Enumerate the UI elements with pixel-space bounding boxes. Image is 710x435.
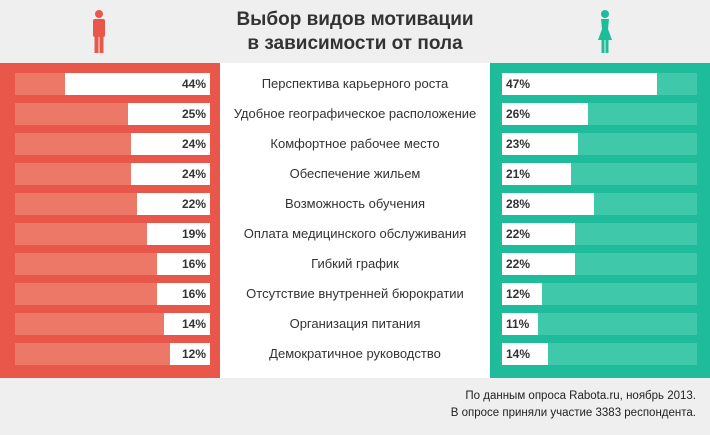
men-bar-track: 22%: [15, 193, 210, 215]
women-bar-track: 12%: [502, 283, 697, 305]
category-label: Удобное географическое расположение: [233, 106, 477, 121]
category-labels: Перспектива карьерного роста Удобное геог…: [220, 63, 490, 378]
women-bar-value-label: 47%: [506, 77, 531, 91]
women-bar: [502, 253, 575, 275]
women-bar-value-label: 12%: [506, 287, 531, 301]
men-bar: [163, 313, 210, 335]
category-label: Возможность обучения: [284, 196, 426, 211]
men-bar-track: 24%: [15, 133, 210, 155]
men-bar-track: 16%: [15, 253, 210, 275]
men-bar: [127, 103, 210, 125]
category-label: Гибкий график: [311, 256, 399, 271]
women-bar-track: 47%: [502, 73, 697, 95]
men-bar: [170, 343, 210, 365]
men-bar: [157, 283, 210, 305]
men-bar-value-label: 19%: [181, 227, 206, 241]
woman-icon: [598, 10, 612, 53]
men-bar-value-label: 24%: [181, 137, 206, 151]
women-bar-value-label: 23%: [506, 137, 531, 151]
men-bar-value-label: 14%: [181, 317, 206, 331]
men-bar: [147, 223, 210, 245]
women-bar: [502, 313, 539, 335]
men-bar-value-label: 16%: [181, 287, 206, 301]
men-bar-value-label: 12%: [181, 347, 206, 361]
men-bar: [137, 193, 210, 215]
women-bar: [502, 73, 658, 95]
title-line: в зависимости от пола: [247, 33, 463, 54]
women-bar: [502, 193, 595, 215]
women-panel: 47% 26% 23% 21% 28% 22% 22% 12% 11% 14%: [490, 63, 710, 378]
category-label: Демократичное руководство: [269, 346, 441, 361]
men-bar-value-label: 25%: [181, 107, 206, 121]
chart-title: Выбор видов мотивации в зависимости от п…: [200, 8, 510, 56]
men-bar: [130, 133, 210, 155]
women-bar: [502, 283, 542, 305]
women-bar-track: 14%: [502, 343, 697, 365]
men-bar-track: 24%: [15, 163, 210, 185]
men-bar-value-label: 22%: [181, 197, 206, 211]
category-label: Оплата медицинского обслуживания: [243, 226, 467, 241]
women-bar-value-label: 11%: [506, 317, 530, 331]
title-line: Выбор видов мотивации: [236, 9, 474, 30]
women-bar-track: 11%: [502, 313, 697, 335]
men-bar-value-label: 44%: [181, 77, 206, 91]
category-label: Перспектива карьерного роста: [261, 76, 449, 91]
men-panel: 44% 25% 24% 24% 22% 19% 16% 16% 14% 12%: [0, 63, 220, 378]
men-bar-track: 16%: [15, 283, 210, 305]
men-bar-track: 44%: [15, 73, 210, 95]
men-bar: [64, 73, 210, 95]
men-bar-track: 25%: [15, 103, 210, 125]
women-bar-track: 23%: [502, 133, 697, 155]
footnote: По данным опроса Rabota.ru, ноябрь 2013.…: [451, 388, 696, 422]
category-label: Отсутствие внутренней бюрократии: [246, 286, 464, 301]
women-bar: [502, 163, 572, 185]
category-label: Организация питания: [289, 316, 421, 331]
footnote-line: В опросе приняли участие 3383 респондент…: [450, 407, 696, 419]
women-bar-value-label: 26%: [506, 107, 531, 121]
women-bar: [502, 343, 549, 365]
women-bar: [502, 103, 588, 125]
women-bar-value-label: 21%: [506, 167, 531, 181]
men-bar: [130, 163, 210, 185]
women-bar-value-label: 28%: [506, 197, 531, 211]
men-bar: [157, 253, 210, 275]
category-label: Комфортное рабочее место: [270, 136, 440, 151]
men-bar-value-label: 16%: [181, 257, 206, 271]
men-bar-track: 19%: [15, 223, 210, 245]
category-label: Обеспечение жильем: [289, 166, 421, 181]
men-bar-track: 14%: [15, 313, 210, 335]
man-icon: [93, 10, 105, 53]
men-bar-value-label: 24%: [181, 167, 206, 181]
women-bar: [502, 223, 575, 245]
women-bar-track: 26%: [502, 103, 697, 125]
women-bar-track: 21%: [502, 163, 697, 185]
women-bar-track: 22%: [502, 223, 697, 245]
women-bar-value-label: 22%: [506, 227, 531, 241]
women-bar-track: 28%: [502, 193, 697, 215]
footnote-line: По данным опроса Rabota.ru, ноябрь 2013.: [465, 390, 696, 402]
women-bar: [502, 133, 578, 155]
women-bar-value-label: 14%: [506, 347, 531, 361]
men-bar-track: 12%: [15, 343, 210, 365]
women-bar-track: 22%: [502, 253, 697, 275]
women-bar-value-label: 22%: [506, 257, 531, 271]
